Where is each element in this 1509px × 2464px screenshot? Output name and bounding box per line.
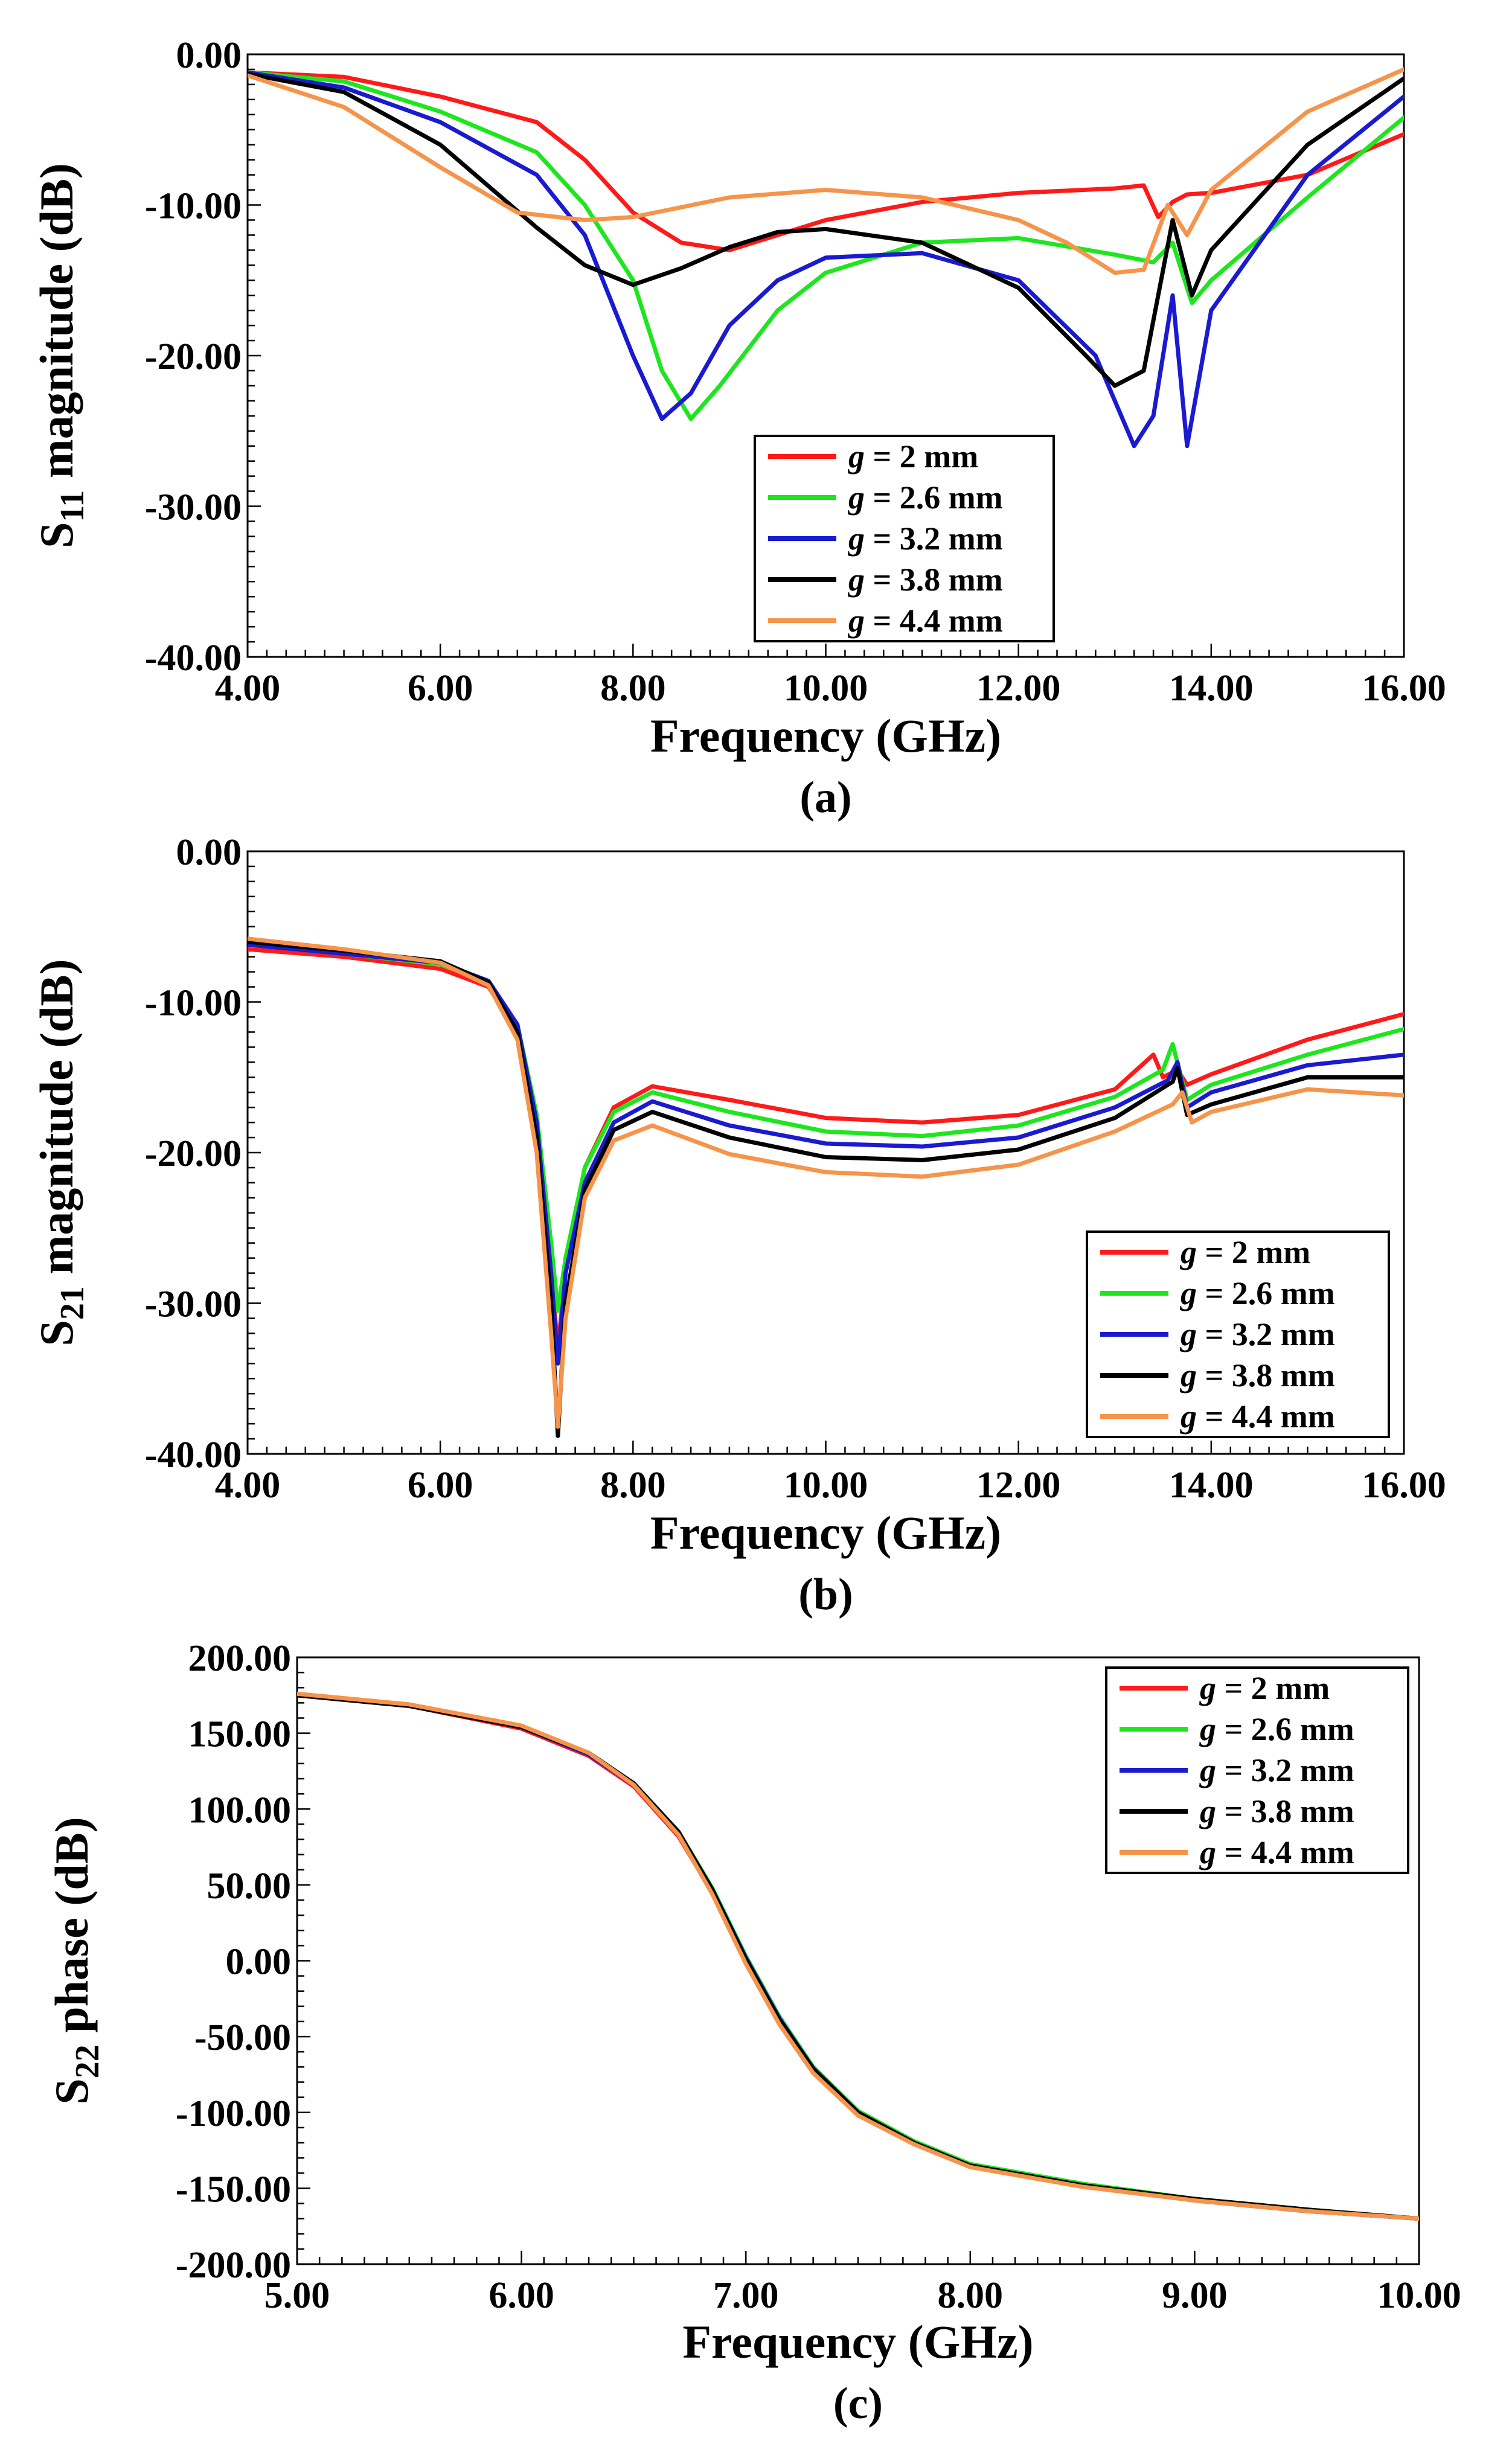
x-tick-label: 6.00 (408, 668, 473, 709)
y-tick-label: 0.00 (226, 1942, 292, 1983)
x-tick-label: 14.00 (1169, 1465, 1254, 1506)
y-tick-label: 100.00 (188, 1790, 292, 1831)
y-tick-label: 0.00 (176, 35, 242, 76)
x-tick-label: 10.00 (784, 668, 868, 709)
legend-label: g = 3.2 mm (1199, 1752, 1354, 1788)
x-tick-label: 7.00 (713, 2275, 779, 2316)
series-line-2 (248, 70, 1404, 421)
x-tick-label: 12.00 (976, 1465, 1061, 1506)
legend: g = 2 mm g = 2.6 mm g = 3.2 mm g = 3.8 mm g … (1086, 1230, 1390, 1438)
x-axis-title: Frequency (GHz) (650, 1506, 1001, 1559)
series-group (248, 67, 1404, 449)
x-tick-label: 10.00 (1377, 2275, 1461, 2316)
y-tick-label: 150.00 (188, 1714, 292, 1755)
x-tick-label: 16.00 (1362, 668, 1446, 709)
x-axis-title: Frequency (GHz) (650, 709, 1001, 762)
minor-ticks (246, 53, 1405, 658)
x-axis-title: Frequency (GHz) (682, 2315, 1033, 2368)
minor-ticks (296, 1656, 1420, 2265)
legend: g = 2 mm g = 2.6 mm g = 3.2 mm g = 3.8 mm g … (1105, 1666, 1409, 1874)
chart-panel-3: 200.00 150.00 100.00 50.00 0.00 -50.00 -100.00… (45, 1638, 1461, 2428)
y-axis-title: S11 magnitude (dB) (30, 163, 91, 548)
x-tick-label: 14.00 (1169, 668, 1254, 709)
legend-label: g = 4.4 mm (1199, 1834, 1354, 1870)
legend-label: g = 3.8 mm (1180, 1357, 1335, 1394)
panel-caption: (b) (798, 1570, 853, 1619)
chart-panel-2: 0.00 -10.00 -20.00 -30.00 -40.004.00 6.00 8.00… (30, 832, 1446, 1619)
x-tick-label: 12.00 (976, 668, 1061, 709)
legend-label: g = 2 mm (848, 438, 978, 475)
series-line-5 (297, 1691, 1419, 2221)
y-tick-label: 0.00 (176, 832, 242, 873)
y-axis-title: S21 magnitude (dB) (30, 959, 91, 1346)
legend-label: g = 3.8 mm (1199, 1793, 1354, 1829)
legend-label: g = 3.8 mm (848, 562, 1003, 598)
legend: g = 2 mm g = 2.6 mm g = 3.2 mm g = 3.8 mm g … (754, 435, 1055, 642)
x-tick-label: 10.00 (784, 1465, 868, 1506)
y-tick-label: -150.00 (176, 2169, 291, 2210)
y-tick-label: -10.00 (145, 983, 242, 1024)
y-tick-label: -20.00 (145, 336, 242, 377)
y-tick-label: -200.00 (176, 2245, 291, 2286)
legend-label: g = 2 mm (1180, 1234, 1310, 1270)
y-tick-label: -10.00 (145, 186, 242, 227)
series-line-3 (248, 70, 1404, 449)
x-tick-label: 8.00 (938, 2275, 1004, 2316)
legend-label: g = 4.4 mm (848, 603, 1003, 639)
y-axis-title: S22 phase (dB) (45, 1817, 106, 2104)
chart-panel-1: 0.00 -10.00 -20.00 -30.00 -40.004.00 6.00 8.00… (30, 35, 1446, 822)
series-line-5 (248, 67, 1404, 275)
legend-label: g = 2.6 mm (1199, 1711, 1354, 1747)
series-line-4 (248, 71, 1404, 388)
series-group (248, 936, 1404, 1438)
y-tick-label: 200.00 (188, 1638, 292, 1679)
x-tick-label: 8.00 (600, 668, 666, 709)
y-tick-label: -40.00 (145, 1435, 242, 1476)
legend-label: g = 3.2 mm (1180, 1316, 1335, 1352)
series-line-1 (248, 70, 1404, 252)
y-tick-label: -30.00 (145, 487, 242, 528)
x-tick-label: 16.00 (1362, 1465, 1446, 1506)
panel-caption: (c) (833, 2379, 883, 2428)
legend-label: g = 2.6 mm (848, 479, 1003, 516)
panel-caption: (a) (799, 773, 851, 822)
series-line-4 (248, 939, 1404, 1438)
series-group (297, 1691, 1419, 2221)
x-tick-label: 6.00 (408, 1465, 473, 1506)
y-tick-label: -50.00 (194, 2017, 291, 2058)
y-tick-label: -20.00 (145, 1133, 242, 1174)
y-tick-label: -30.00 (145, 1284, 242, 1325)
x-tick-label: 4.00 (215, 1465, 281, 1506)
legend-label: g = 4.4 mm (1180, 1398, 1335, 1435)
y-tick-label: -40.00 (145, 638, 242, 679)
x-tick-label: 9.00 (1162, 2275, 1228, 2316)
legend-label: g = 3.2 mm (848, 520, 1003, 557)
y-tick-label: 50.00 (207, 1866, 292, 1907)
y-tick-label: -100.00 (176, 2093, 291, 2134)
x-tick-label: 8.00 (600, 1465, 666, 1506)
x-tick-label: 5.00 (264, 2275, 330, 2316)
legend-label: g = 2.6 mm (1180, 1275, 1335, 1311)
series-line-5 (248, 936, 1404, 1429)
x-tick-label: 4.00 (215, 668, 281, 709)
legend-label: g = 2 mm (1199, 1670, 1330, 1706)
x-tick-label: 6.00 (489, 2275, 554, 2316)
